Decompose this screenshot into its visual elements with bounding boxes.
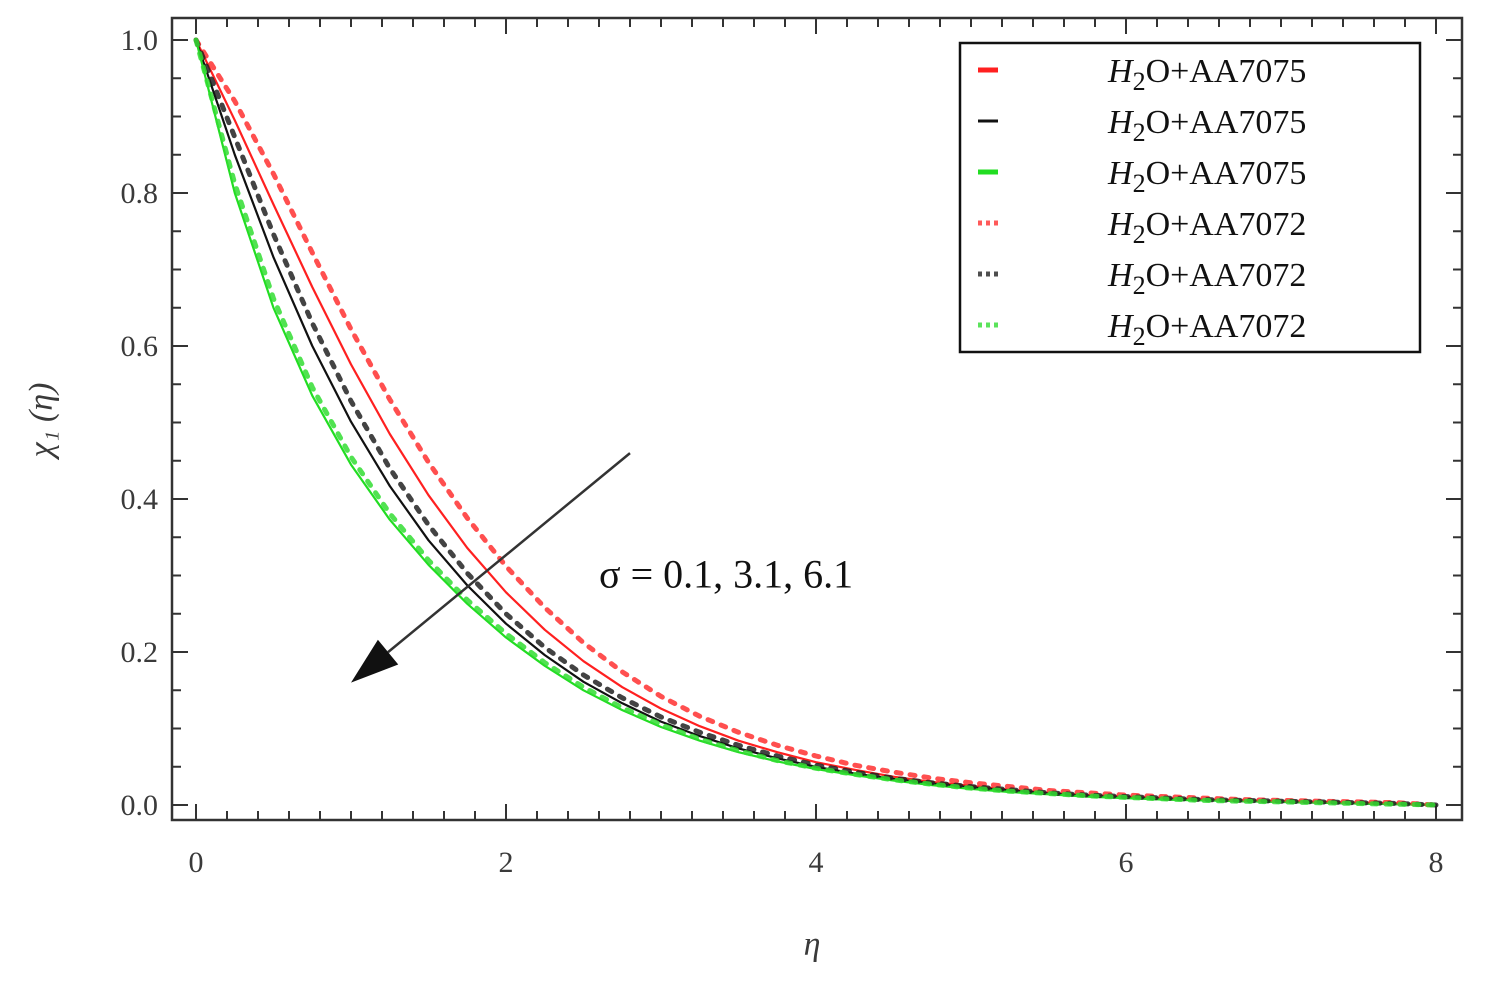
series-line-4	[193, 37, 1439, 808]
y-axis-title: χ₁ (η)	[23, 383, 60, 461]
legend-label: H2O+AA7075	[1107, 53, 1306, 96]
x-tick-label: 8	[1429, 846, 1444, 879]
series-line-6	[193, 37, 1439, 808]
y-tick-label: 1.0	[121, 24, 159, 57]
series-layer	[193, 37, 1439, 808]
x-tick-label: 2	[499, 846, 514, 879]
x-tick-label: 0	[189, 846, 204, 879]
annotation-label: σ = 0.1, 3.1, 6.1	[599, 552, 853, 597]
x-tick-label: 6	[1119, 846, 1134, 879]
y-tick-label: 0.2	[121, 636, 159, 669]
tick-labels: 0 2 4 6 8 0.0 0.2 0.4 0.6 0.8 1.0	[121, 24, 1444, 879]
y-tick-label: 0.4	[121, 483, 159, 516]
annotation-arrow-head	[351, 639, 399, 683]
annotation: σ = 0.1, 3.1, 6.1	[351, 452, 853, 683]
x-tick-label: 4	[809, 846, 824, 879]
legend-label: H2O+AA7072	[1107, 257, 1306, 300]
legend-label: H2O+AA7072	[1107, 308, 1306, 351]
annotation-arrow	[387, 452, 631, 654]
legend-label: H2O+AA7075	[1107, 104, 1306, 147]
y-tick-label: 0.0	[121, 789, 159, 822]
legend: H2O+AA7075 H2O+AA7075 H2O+AA7075 H2O+AA7072…	[958, 41, 1422, 354]
legend-label: H2O+AA7075	[1107, 155, 1306, 198]
series-line-5	[193, 37, 1439, 808]
axis-ticks	[172, 18, 1462, 820]
legend-box	[958, 41, 1422, 354]
y-tick-label: 0.8	[121, 177, 159, 210]
x-axis-title: η	[804, 926, 821, 963]
y-tick-label: 0.6	[121, 330, 159, 363]
legend-label: H2O+AA7072	[1107, 206, 1306, 249]
